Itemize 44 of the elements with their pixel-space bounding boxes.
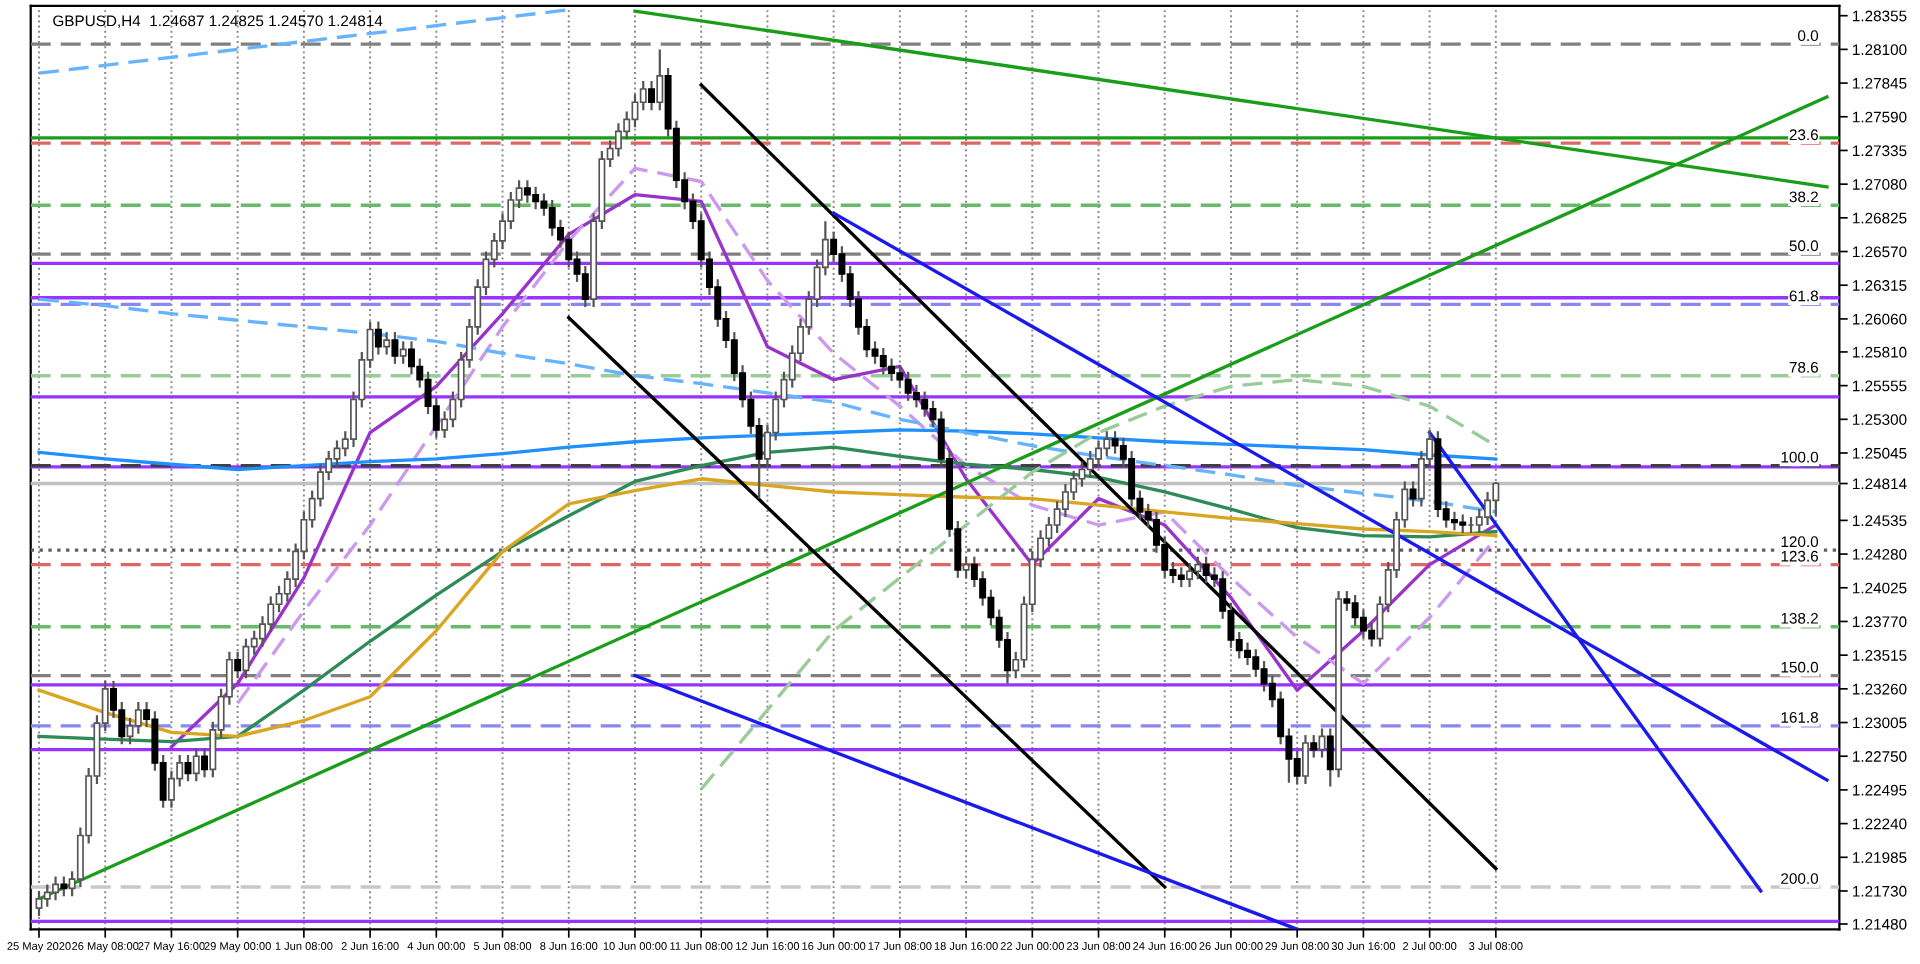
- candlestick: [648, 79, 656, 112]
- candlestick: [192, 747, 200, 783]
- candlestick: [879, 346, 887, 376]
- candlestick: [1459, 513, 1467, 535]
- candlestick: [60, 875, 68, 898]
- line-series: [37, 297, 1498, 514]
- candlestick: [242, 637, 250, 680]
- candlestick: [408, 340, 415, 376]
- candlestick: [52, 875, 60, 902]
- candlestick: [1186, 562, 1194, 589]
- candlestick: [1492, 480, 1500, 517]
- candlestick: [1252, 648, 1260, 679]
- candlestick: [656, 48, 664, 112]
- candlestick: [523, 179, 531, 204]
- candlestick: [1128, 449, 1136, 508]
- candlestick: [1061, 482, 1069, 519]
- candlestick: [921, 390, 929, 418]
- candlestick: [383, 331, 391, 356]
- line-series: [37, 428, 1498, 472]
- candlestick: [1177, 566, 1185, 589]
- candlestick: [1359, 608, 1367, 640]
- candlestick: [374, 320, 382, 356]
- candlestick: [962, 555, 970, 579]
- candlestick: [896, 364, 904, 389]
- candlestick: [912, 383, 920, 409]
- candlestick: [614, 122, 622, 158]
- candlestick: [35, 889, 43, 918]
- candlestick: [888, 357, 896, 383]
- candlestick: [391, 331, 399, 365]
- candlestick: [1095, 439, 1103, 468]
- candlestick: [639, 79, 647, 112]
- candlestick: [532, 185, 540, 211]
- candlestick: [1244, 641, 1252, 667]
- candlestick: [1194, 555, 1202, 581]
- candlestick: [43, 883, 51, 908]
- candlestick: [1450, 510, 1458, 532]
- candlestick: [134, 700, 142, 735]
- candlestick: [1484, 490, 1492, 527]
- candlestick: [904, 370, 912, 402]
- candlestick: [1202, 555, 1210, 585]
- candlestick: [167, 769, 175, 809]
- candlestick: [399, 340, 407, 365]
- candlestick: [1301, 733, 1309, 786]
- line-series: [169, 193, 1498, 749]
